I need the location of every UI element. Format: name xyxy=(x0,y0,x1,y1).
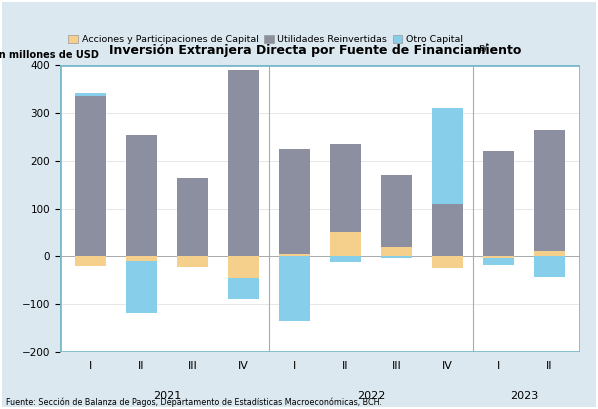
Bar xyxy=(279,149,310,256)
Bar xyxy=(534,130,565,256)
Text: Fuente: Sección de Balanza de Pagos, Departamento de Estadísticas Macroeconómica: Fuente: Sección de Balanza de Pagos, Dep… xyxy=(6,398,382,407)
Text: 2022: 2022 xyxy=(357,391,385,401)
Text: p/: p/ xyxy=(478,43,488,54)
Bar xyxy=(534,251,565,256)
Bar xyxy=(381,256,412,258)
Bar xyxy=(330,144,361,256)
Bar xyxy=(177,178,208,256)
Bar xyxy=(483,256,514,265)
Bar xyxy=(279,256,310,321)
Bar xyxy=(177,256,208,267)
Bar xyxy=(126,256,157,261)
Bar xyxy=(75,97,106,256)
Bar xyxy=(60,65,580,352)
Bar xyxy=(432,256,463,268)
Bar xyxy=(228,70,259,256)
Bar xyxy=(126,135,157,256)
Bar xyxy=(381,247,412,256)
Bar xyxy=(381,175,412,256)
Bar xyxy=(330,232,361,256)
Legend: Acciones y Participaciones de Capital, Utilidades Reinvertidas, Otro Capital: Acciones y Participaciones de Capital, U… xyxy=(65,31,467,48)
Bar xyxy=(75,256,106,266)
Bar xyxy=(228,256,259,278)
Text: En millones de USD: En millones de USD xyxy=(0,50,99,60)
Bar xyxy=(126,256,157,312)
Text: 2021: 2021 xyxy=(152,391,181,401)
Bar xyxy=(177,256,208,258)
Title: Inversión Extranjera Directa por Fuente de Financiamiento  : Inversión Extranjera Directa por Fuente … xyxy=(109,44,530,57)
Bar xyxy=(534,256,565,277)
Bar xyxy=(432,204,463,256)
Bar xyxy=(330,256,361,262)
Text: 2023: 2023 xyxy=(510,391,538,401)
Bar xyxy=(75,92,106,97)
Bar xyxy=(432,108,463,204)
Bar xyxy=(483,256,514,258)
Bar xyxy=(228,256,259,299)
Bar xyxy=(483,151,514,256)
Bar xyxy=(279,254,310,256)
